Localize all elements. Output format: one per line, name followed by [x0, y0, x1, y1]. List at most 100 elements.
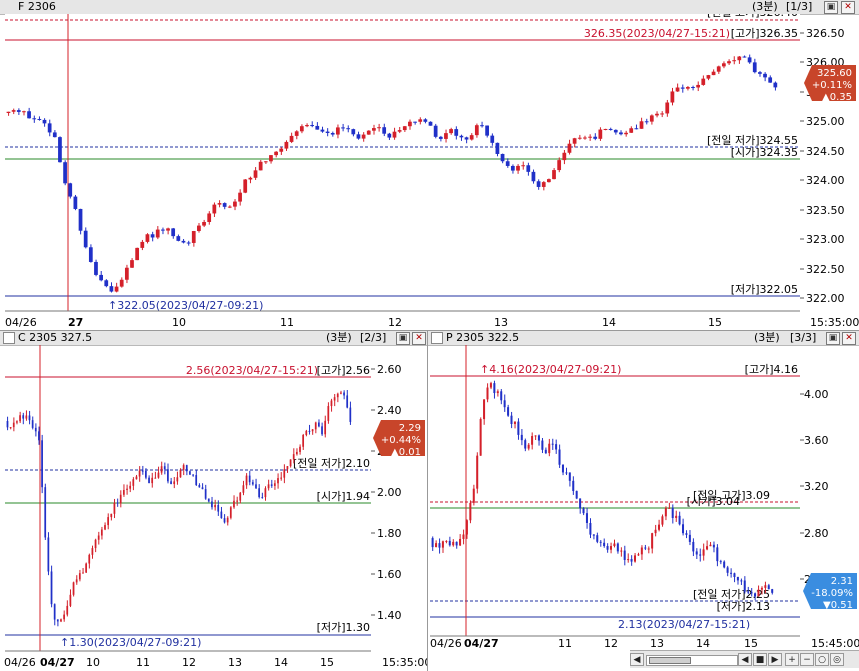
- candle: [192, 474, 194, 476]
- candle: [176, 236, 181, 241]
- candle: [681, 524, 685, 534]
- x-axis-label: 13: [228, 656, 242, 669]
- x-axis-label: 04/27: [40, 656, 75, 669]
- candle: [315, 125, 320, 130]
- candle: [448, 540, 451, 546]
- zoom-out-icon[interactable]: −: [800, 653, 814, 666]
- candle: [711, 71, 716, 76]
- candle: [47, 123, 52, 133]
- chart-area[interactable]: 2.602.402.202.001.801.601.40[고가]2.562.56…: [0, 345, 428, 671]
- candle: [217, 505, 220, 512]
- candle: [627, 559, 630, 561]
- candle: [207, 498, 210, 502]
- candle: [750, 592, 753, 594]
- candle: [135, 247, 140, 261]
- zoom-in-icon[interactable]: +: [785, 653, 799, 666]
- candle: [170, 481, 172, 485]
- x-axis-label: 14: [696, 637, 710, 650]
- candle: [449, 129, 453, 134]
- candle: [141, 470, 144, 472]
- candle: [314, 422, 317, 430]
- scroll-left-icon[interactable]: ◀: [630, 653, 644, 666]
- candle: [489, 383, 492, 388]
- pane-symbol: F 2306: [18, 0, 56, 13]
- zoom-reset-icon[interactable]: ○: [815, 653, 829, 666]
- candle: [510, 415, 513, 424]
- chart-area[interactable]: 326.50326.00325.50325.00324.50324.00323.…: [0, 14, 859, 330]
- candle: [763, 73, 767, 78]
- pane-interval: (3분): [752, 0, 778, 13]
- candle: [53, 604, 56, 620]
- candle: [186, 242, 191, 244]
- candle: [712, 544, 715, 548]
- candle: [531, 171, 536, 182]
- candle: [279, 148, 284, 152]
- candle: [325, 131, 330, 133]
- x-axis-label: 10: [172, 316, 186, 329]
- time-label: 15:45:00: [811, 637, 859, 650]
- prev-low-label: [전일 저가]2.10: [293, 456, 370, 470]
- pin-checkbox[interactable]: [431, 332, 443, 344]
- candle: [691, 87, 695, 89]
- pin-checkbox[interactable]: [3, 332, 15, 344]
- price-tag: [803, 573, 857, 609]
- candle: [685, 87, 690, 89]
- chart-area[interactable]: 4.003.603.202.802.40[고가]4.16↑4.16(2023/0…: [428, 345, 859, 650]
- candle: [469, 135, 474, 140]
- restore-icon[interactable]: ▣: [396, 332, 410, 345]
- candle: [668, 507, 671, 509]
- x-axis-label: 12: [604, 637, 618, 650]
- close-icon[interactable]: ✕: [842, 332, 856, 345]
- candle: [747, 591, 750, 593]
- open-label: [시가]324.35: [731, 146, 798, 159]
- chart-pane-p2305: P 2305 322.5 (3분) [3/3] ▣ ✕ 4.00 3.60 3.20…: [428, 330, 859, 671]
- candle: [69, 594, 72, 606]
- candle: [510, 165, 515, 171]
- restore-icon[interactable]: ▣: [824, 1, 838, 14]
- candle: [588, 136, 592, 138]
- candle: [289, 459, 292, 467]
- high-label: [고가]2.56: [317, 364, 370, 377]
- candle: [500, 391, 503, 401]
- scroll-track[interactable]: [646, 655, 738, 666]
- candle: [245, 475, 248, 486]
- prev-icon[interactable]: ◀: [738, 653, 752, 666]
- candle: [100, 529, 103, 536]
- candle: [637, 554, 640, 556]
- candle: [445, 540, 448, 542]
- y-axis-label: 1.80: [377, 527, 402, 540]
- high-note: 326.35(2023/04/27-15:21): [584, 27, 730, 40]
- x-axis-label: 14: [602, 316, 616, 329]
- candle: [531, 436, 534, 445]
- next-icon[interactable]: ▶: [768, 653, 782, 666]
- candle: [726, 567, 729, 573]
- candle: [321, 426, 323, 435]
- candle: [150, 234, 155, 238]
- close-icon[interactable]: ✕: [412, 332, 426, 345]
- pane-index: [2/3]: [360, 331, 387, 344]
- price-tag-text: 2.31: [831, 576, 853, 587]
- pane-symbol: C 2305 327.5: [18, 331, 93, 344]
- candle: [173, 481, 176, 485]
- scroll-thumb[interactable]: [649, 657, 691, 664]
- candle: [675, 87, 680, 92]
- candle: [273, 483, 276, 486]
- candle: [609, 546, 612, 550]
- zoom-fit-icon[interactable]: ◎: [830, 653, 844, 666]
- candle: [490, 135, 495, 143]
- candle: [534, 435, 537, 437]
- candle: [503, 400, 506, 408]
- candle: [28, 415, 31, 421]
- candle: [341, 127, 345, 129]
- restore-icon[interactable]: ▣: [826, 332, 840, 345]
- price-tag-text: 2.29: [399, 423, 421, 434]
- close-icon[interactable]: ✕: [841, 1, 855, 14]
- candle: [217, 203, 222, 205]
- candle: [6, 111, 11, 114]
- stop-icon[interactable]: ■: [753, 653, 767, 666]
- y-axis-label: 4.00: [804, 388, 829, 401]
- candle: [572, 138, 577, 144]
- candle: [688, 534, 691, 542]
- candle: [251, 482, 254, 485]
- candle: [624, 132, 628, 135]
